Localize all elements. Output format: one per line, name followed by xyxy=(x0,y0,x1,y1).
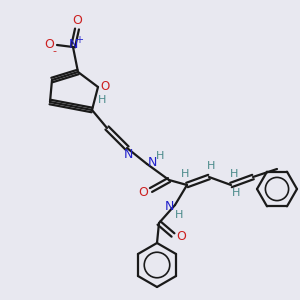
Text: N: N xyxy=(68,38,78,52)
Text: H: H xyxy=(175,210,183,220)
Text: -: - xyxy=(52,46,56,56)
Text: N: N xyxy=(147,155,157,169)
Text: H: H xyxy=(230,169,238,179)
Text: O: O xyxy=(176,230,186,244)
Text: H: H xyxy=(207,161,215,171)
Text: +: + xyxy=(75,35,83,45)
Text: H: H xyxy=(232,188,240,198)
Text: H: H xyxy=(156,151,164,161)
Text: O: O xyxy=(100,80,109,94)
Text: N: N xyxy=(164,200,174,214)
Text: H: H xyxy=(181,169,189,179)
Text: H: H xyxy=(98,95,106,105)
Text: O: O xyxy=(44,38,54,50)
Text: O: O xyxy=(72,14,82,26)
Text: O: O xyxy=(138,185,148,199)
Text: N: N xyxy=(123,148,133,161)
